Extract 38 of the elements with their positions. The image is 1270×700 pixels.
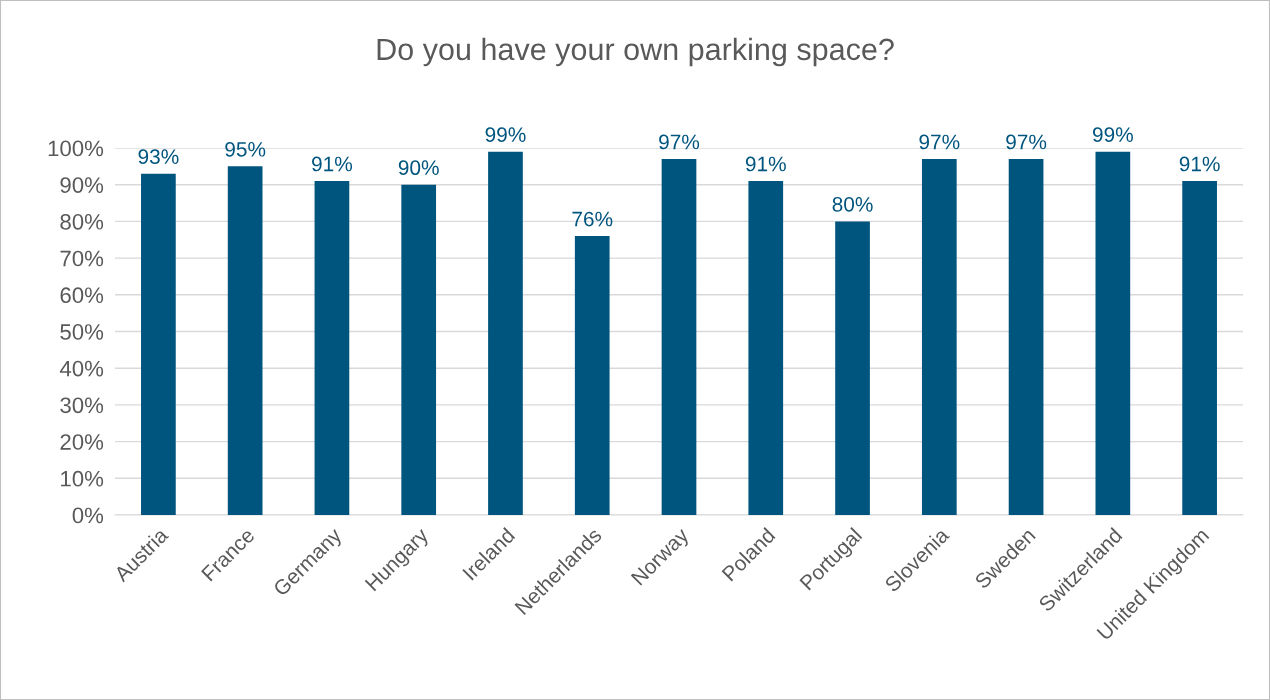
y-tick-label: 30% [60,397,104,414]
bar [488,151,523,515]
data-label: 76% [572,211,613,227]
data-label: 99% [1092,127,1133,142]
data-label: 80% [832,196,873,212]
data-label: 91% [745,156,786,172]
bar [835,221,870,515]
bar [1008,159,1044,515]
y-tick-label: 90% [60,177,104,193]
bar [227,166,263,515]
y-tick-label: 0% [72,507,104,524]
bar [574,236,610,515]
bar [661,159,697,515]
data-label: 90% [398,160,439,176]
bar [748,181,784,515]
data-label: 97% [919,134,960,150]
data-label: 93% [138,149,179,165]
bar [314,181,350,515]
data-label: 91% [312,156,353,172]
y-tick-label: 100% [48,140,104,157]
bar [1095,151,1131,515]
data-label: 91% [1179,156,1220,172]
y-tick-label: 60% [60,287,104,304]
y-tick-label: 80% [60,213,104,230]
y-tick-label: 10% [61,470,104,487]
bar [921,159,957,515]
y-tick-label: 20% [60,434,104,450]
bar [1182,181,1217,515]
chart-title: Do you have your own parking space? [377,37,894,67]
bar [141,173,176,515]
data-label: 99% [485,127,526,142]
y-tick-label: 70% [60,250,104,267]
y-tick-label: 40% [59,360,104,377]
data-label: 97% [1006,134,1047,150]
data-label: 95% [225,141,266,157]
y-tick-label: 50% [60,324,104,340]
data-label: 97% [659,134,700,150]
bar [401,184,437,515]
